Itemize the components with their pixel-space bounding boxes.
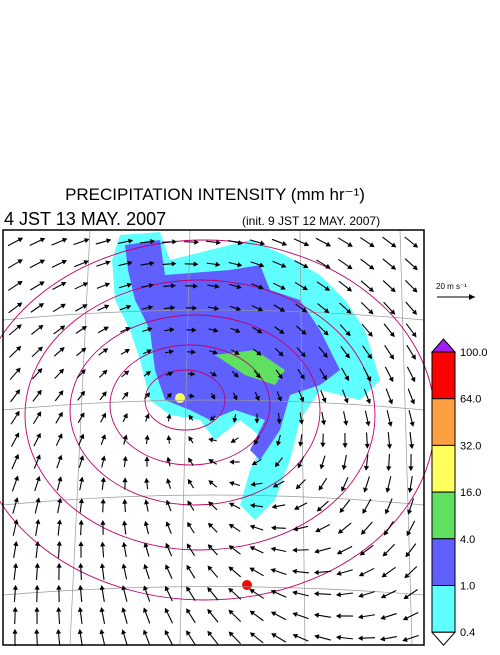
colorbar-segment <box>432 445 455 492</box>
colorbar-under <box>432 632 455 645</box>
map <box>0 230 435 646</box>
colorbar-segment <box>432 586 455 633</box>
vector-key-label: 20 m s⁻¹ <box>436 282 467 291</box>
precip-core <box>175 393 185 403</box>
colorbar-label: 64.0 <box>460 394 481 406</box>
init-time: (init. 9 JST 12 MAY. 2007) <box>242 214 380 228</box>
colorbar-segment <box>432 492 455 539</box>
colorbar-segment <box>432 352 455 399</box>
colorbar-over <box>432 339 455 352</box>
colorbar-label: 100.0 <box>460 347 488 359</box>
colorbar-label: 32.0 <box>460 440 481 452</box>
colorbar-label: 1.0 <box>460 581 475 593</box>
colorbar-label: 16.0 <box>460 487 481 499</box>
location-marker <box>242 580 252 590</box>
colorbar-segment <box>432 539 455 586</box>
valid-time: 4 JST 13 MAY. 2007 <box>4 209 166 229</box>
vector-key-head <box>469 294 475 300</box>
colorbar-label: 4.0 <box>460 534 475 546</box>
colorbar: 100.0 64.0 32.0 16.0 4.0 1.0 0.4 <box>432 339 488 645</box>
colorbar-label: 0.4 <box>460 627 475 639</box>
title: PRECIPITATION INTENSITY (mm hr⁻¹) <box>65 185 365 204</box>
colorbar-segment <box>432 399 455 446</box>
